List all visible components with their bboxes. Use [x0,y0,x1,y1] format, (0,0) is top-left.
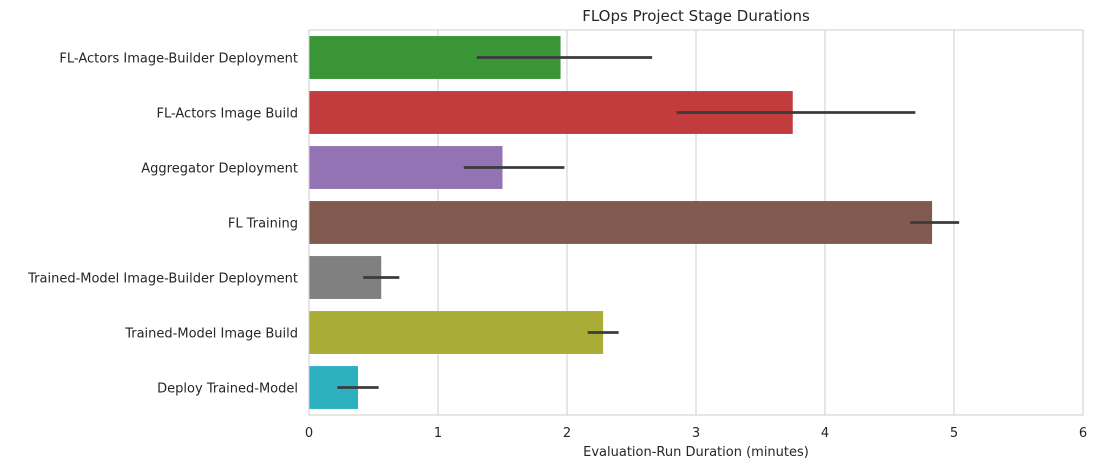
x-tick-label: 1 [434,426,442,441]
x-axis-label: Evaluation-Run Duration (minutes) [583,445,809,460]
x-tick-label: 6 [1079,426,1087,441]
x-tick-label: 2 [563,426,571,441]
bar [309,201,933,244]
y-tick-label: Aggregator Deployment [141,162,298,177]
x-tick-label: 3 [692,426,700,441]
x-tick-label: 5 [950,426,958,441]
y-tick-label: FL-Actors Image Build [157,107,299,122]
y-tick-label: Trained-Model Image Build [124,327,298,342]
y-tick-label: Deploy Trained-Model [157,382,298,397]
x-tick-label: 4 [821,426,829,441]
error-bars [337,56,960,389]
x-tick-labels: 0 1 2 3 4 5 6 [305,426,1087,441]
plot-frame [308,29,1084,416]
bar [309,311,604,354]
x-tick-label: 0 [305,426,313,441]
chart-title: FLOps Project Stage Durations [582,7,810,25]
bars [309,36,933,409]
y-tick-label: FL-Actors Image-Builder Deployment [59,52,298,67]
y-tick-label: FL Training [228,217,298,232]
y-tick-label: Trained-Model Image-Builder Deployment [27,272,298,287]
y-tick-labels: FL-Actors Image-Builder Deployment FL-Act… [27,52,298,397]
